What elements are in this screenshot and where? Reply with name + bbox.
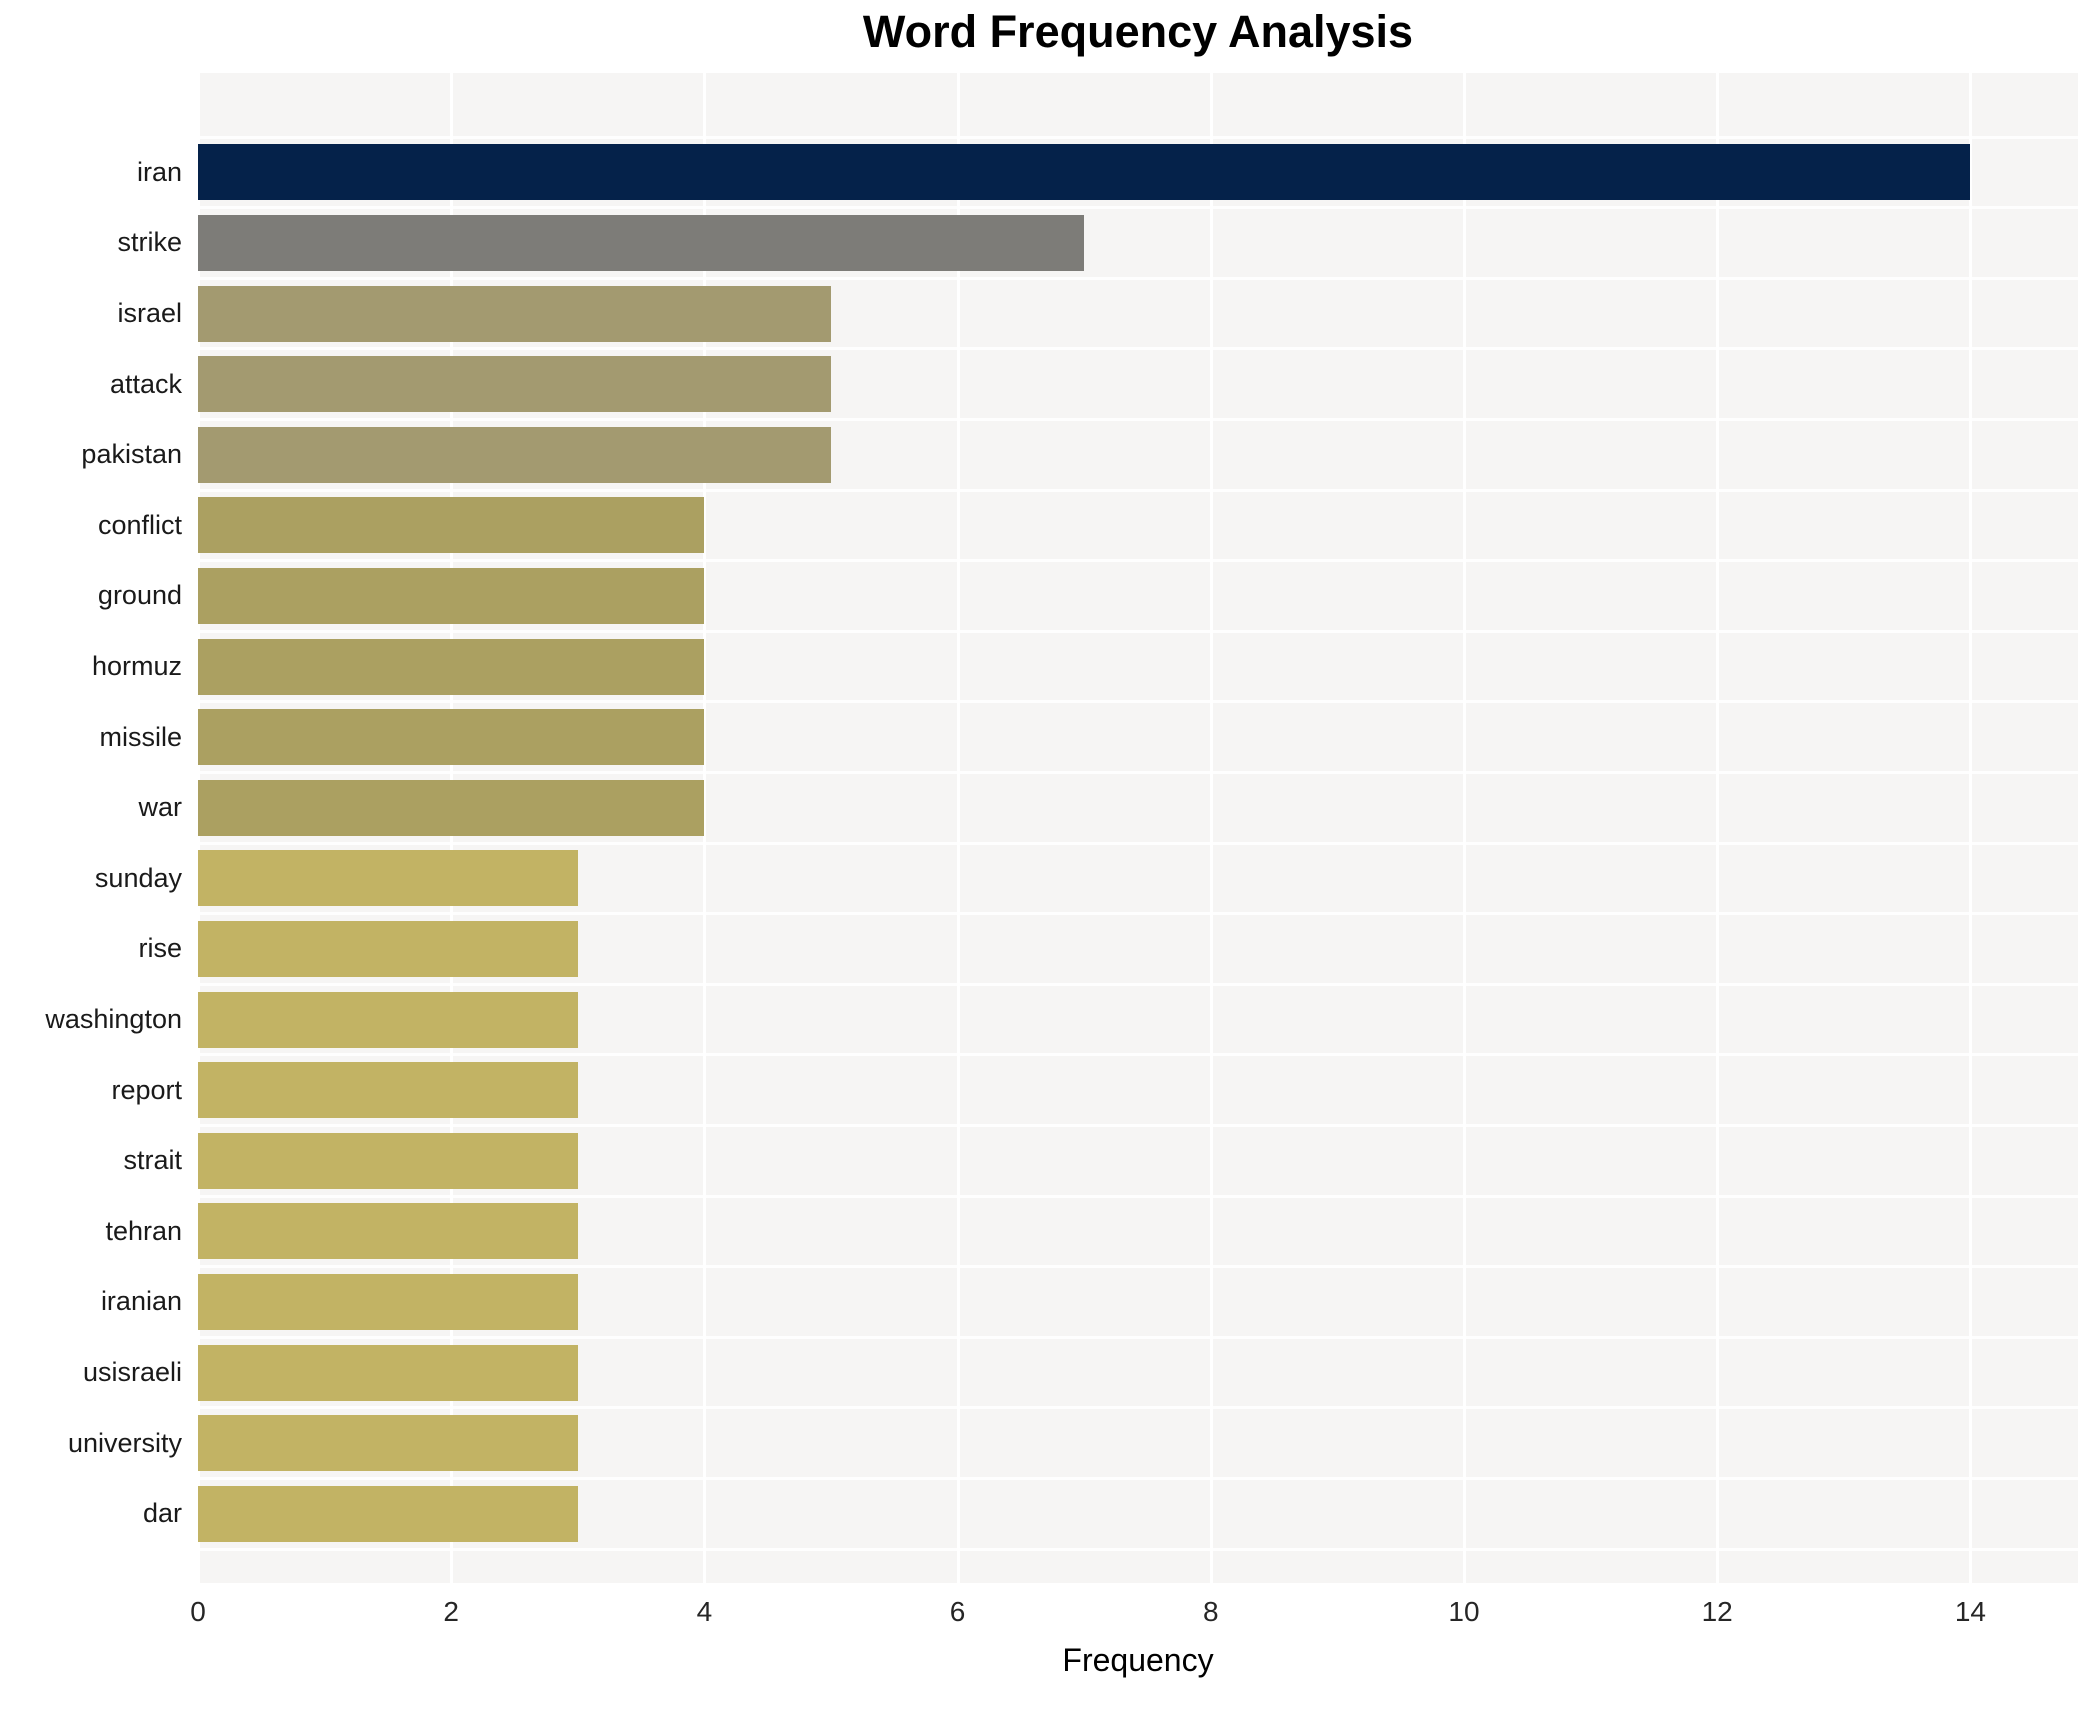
row-gridline (198, 841, 2078, 845)
y-axis-label: hormuz (91, 651, 182, 681)
frequency-bar (198, 991, 578, 1048)
x-gridline (1716, 73, 1720, 1583)
y-axis-label: conflict (97, 509, 182, 540)
row-gridline (198, 1265, 2078, 1269)
frequency-bar (198, 1485, 578, 1542)
frequency-bar (198, 638, 705, 695)
row-gridline (198, 1335, 2078, 1339)
row-gridline (198, 629, 2078, 633)
x-tick-label: 8 (1203, 1596, 1219, 1627)
x-tick-label: 2 (443, 1596, 459, 1627)
y-axis-label: attack (109, 368, 182, 399)
y-axis-label: war (138, 792, 182, 823)
y-axis-label: dar (142, 1498, 182, 1529)
chart-title: Word Frequency Analysis (862, 6, 1414, 57)
x-gridline (1209, 73, 1213, 1583)
x-tick-label: 10 (1448, 1596, 1480, 1627)
frequency-bar (198, 1415, 578, 1472)
frequency-bar (198, 779, 705, 836)
y-axis-label: usisraeli (82, 1357, 182, 1387)
row-gridline (198, 276, 2078, 280)
row-gridline (198, 700, 2078, 704)
x-gridline (703, 73, 707, 1583)
frequency-bar (198, 1273, 578, 1330)
frequency-bar (198, 1132, 578, 1189)
frequency-bar (198, 1203, 578, 1260)
y-axis-label: pakistan (81, 439, 182, 470)
plot-area (197, 73, 2078, 1583)
frequency-bar (198, 285, 831, 342)
row-gridline (198, 1194, 2078, 1198)
y-axis-label: strike (117, 227, 182, 258)
frequency-bar (198, 920, 578, 977)
frequency-bar (198, 709, 705, 766)
x-tick-label: 14 (1954, 1596, 1986, 1627)
x-gridline (1463, 73, 1466, 1583)
frequency-bar (198, 1062, 578, 1119)
y-axis-label: iran (136, 156, 182, 187)
frequency-bar (198, 850, 578, 907)
frequency-bar (198, 1344, 578, 1401)
row-gridline (198, 770, 2078, 774)
y-axis-label: rise (138, 933, 182, 964)
row-gridline (198, 1053, 2078, 1057)
frequency-bar (198, 567, 705, 624)
y-axis-label: washington (45, 1004, 182, 1034)
row-gridline (198, 1123, 2078, 1127)
y-axis-label: missile (99, 721, 182, 752)
row-gridline (198, 559, 2078, 563)
y-axis-label: strait (123, 1145, 182, 1176)
y-axis-label: tehran (105, 1215, 182, 1246)
y-axis-label: university (67, 1427, 182, 1458)
frequency-bar (198, 497, 705, 554)
x-axis-label: Frequency (1062, 1642, 1214, 1678)
y-axis-label: iranian (100, 1286, 182, 1317)
y-axis-label: israel (117, 298, 182, 328)
row-gridline (198, 912, 2078, 916)
x-gridline (1969, 73, 1973, 1583)
y-axis-label: sunday (94, 862, 182, 893)
x-gridline (956, 73, 960, 1583)
x-tick-label: 6 (949, 1596, 966, 1627)
x-tick-label: 0 (190, 1596, 206, 1627)
y-axis-label: ground (97, 580, 182, 611)
frequency-bar (198, 426, 831, 483)
frequency-bar (198, 356, 831, 413)
frequency-bar (198, 144, 1971, 201)
row-gridline (198, 1406, 2078, 1410)
row-gridline (198, 1547, 2078, 1551)
row-gridline (198, 982, 2078, 986)
x-tick-label: 4 (696, 1596, 713, 1627)
x-tick-label: 12 (1701, 1596, 1733, 1627)
row-gridline (198, 347, 2078, 351)
row-gridline (198, 1476, 2078, 1480)
y-axis-label: report (111, 1074, 182, 1105)
row-gridline (198, 417, 2078, 421)
row-gridline (198, 488, 2078, 492)
row-gridline (198, 135, 2078, 139)
row-gridline (198, 206, 2078, 210)
frequency-bar (198, 214, 1085, 271)
